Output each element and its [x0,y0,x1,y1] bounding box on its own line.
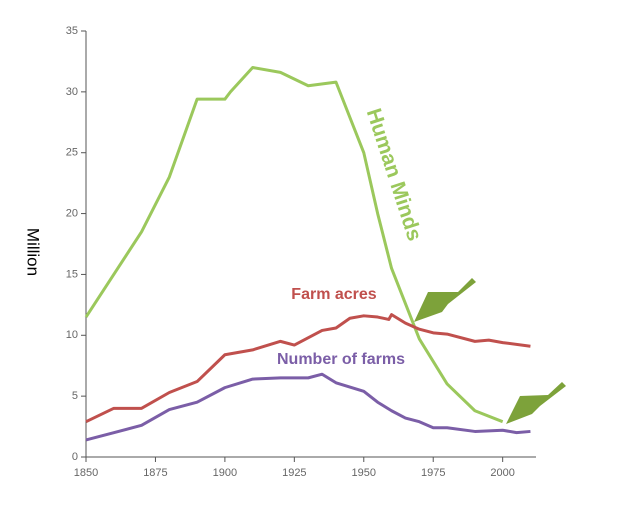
arrow [506,382,566,424]
y-tick-label: 30 [66,86,78,98]
series-label: Number of farms [277,351,405,368]
y-tick-label: 20 [66,207,78,219]
x-tick-label: 2000 [490,467,514,479]
y-axis-label: Million [24,228,43,276]
x-tick-label: 1925 [282,467,306,479]
series-line [85,313,531,424]
y-tick-label: 25 [66,147,78,159]
series-label: Farm acres [291,286,376,303]
arrows [414,278,566,424]
y-tick-label: 0 [72,451,78,463]
x-tick-label: 1975 [421,467,445,479]
series-line [84,66,504,424]
arrow [414,278,476,322]
x-tick-label: 1900 [213,467,237,479]
y-tick-label: 15 [66,268,78,280]
x-tick-label: 1850 [74,467,98,479]
series-line [85,372,531,442]
x-tick-label: 1950 [352,467,376,479]
series-label: Human Minds [362,106,426,244]
y-tick-label: 35 [66,25,78,37]
x-tick-label: 1875 [143,467,167,479]
y-tick-label: 10 [66,329,78,341]
y-tick-label: 5 [72,390,78,402]
